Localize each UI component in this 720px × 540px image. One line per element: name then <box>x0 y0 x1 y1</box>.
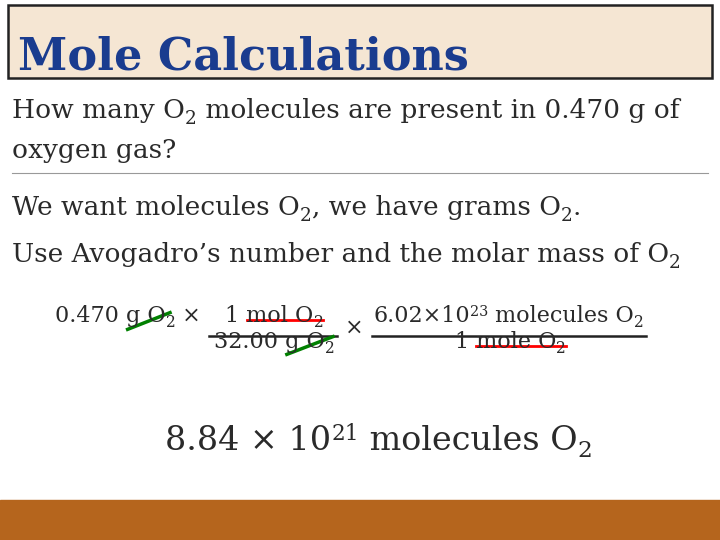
Text: 2: 2 <box>166 314 176 331</box>
Text: 1 mole O: 1 mole O <box>454 331 556 353</box>
Text: 1 mol O: 1 mol O <box>225 305 314 327</box>
Text: 23: 23 <box>470 305 488 319</box>
FancyBboxPatch shape <box>8 5 712 78</box>
Text: 2: 2 <box>634 314 644 331</box>
Text: , we have grams O: , we have grams O <box>312 195 561 220</box>
Text: Mole Calculations: Mole Calculations <box>18 36 469 78</box>
Text: Use Avogadro’s number and the molar mass of O: Use Avogadro’s number and the molar mass… <box>12 242 669 267</box>
Text: ×: × <box>345 317 364 339</box>
Text: How many O: How many O <box>12 98 185 123</box>
Text: molecules O: molecules O <box>359 425 577 457</box>
Text: 0.470 g O: 0.470 g O <box>55 305 166 327</box>
Text: molecules are present in 0.470 g of: molecules are present in 0.470 g of <box>197 98 679 123</box>
Text: molecules O: molecules O <box>488 305 634 327</box>
Text: 6.02×10: 6.02×10 <box>374 305 470 327</box>
Text: 2: 2 <box>325 340 335 357</box>
Text: ×: × <box>176 305 201 327</box>
Text: 2: 2 <box>561 207 572 225</box>
Text: We want molecules O: We want molecules O <box>12 195 300 220</box>
Text: .: . <box>572 195 581 220</box>
Text: 2: 2 <box>669 254 681 272</box>
Text: 2: 2 <box>577 440 592 462</box>
Text: 2: 2 <box>556 340 566 357</box>
Text: 32.00 g O: 32.00 g O <box>214 331 325 353</box>
Text: 2: 2 <box>185 110 197 127</box>
Text: 21: 21 <box>331 423 359 446</box>
Text: 2: 2 <box>314 314 323 331</box>
Text: 2: 2 <box>300 207 312 225</box>
Text: 8.84 × 10: 8.84 × 10 <box>165 425 331 457</box>
Text: oxygen gas?: oxygen gas? <box>12 138 176 163</box>
Bar <box>0 500 720 540</box>
